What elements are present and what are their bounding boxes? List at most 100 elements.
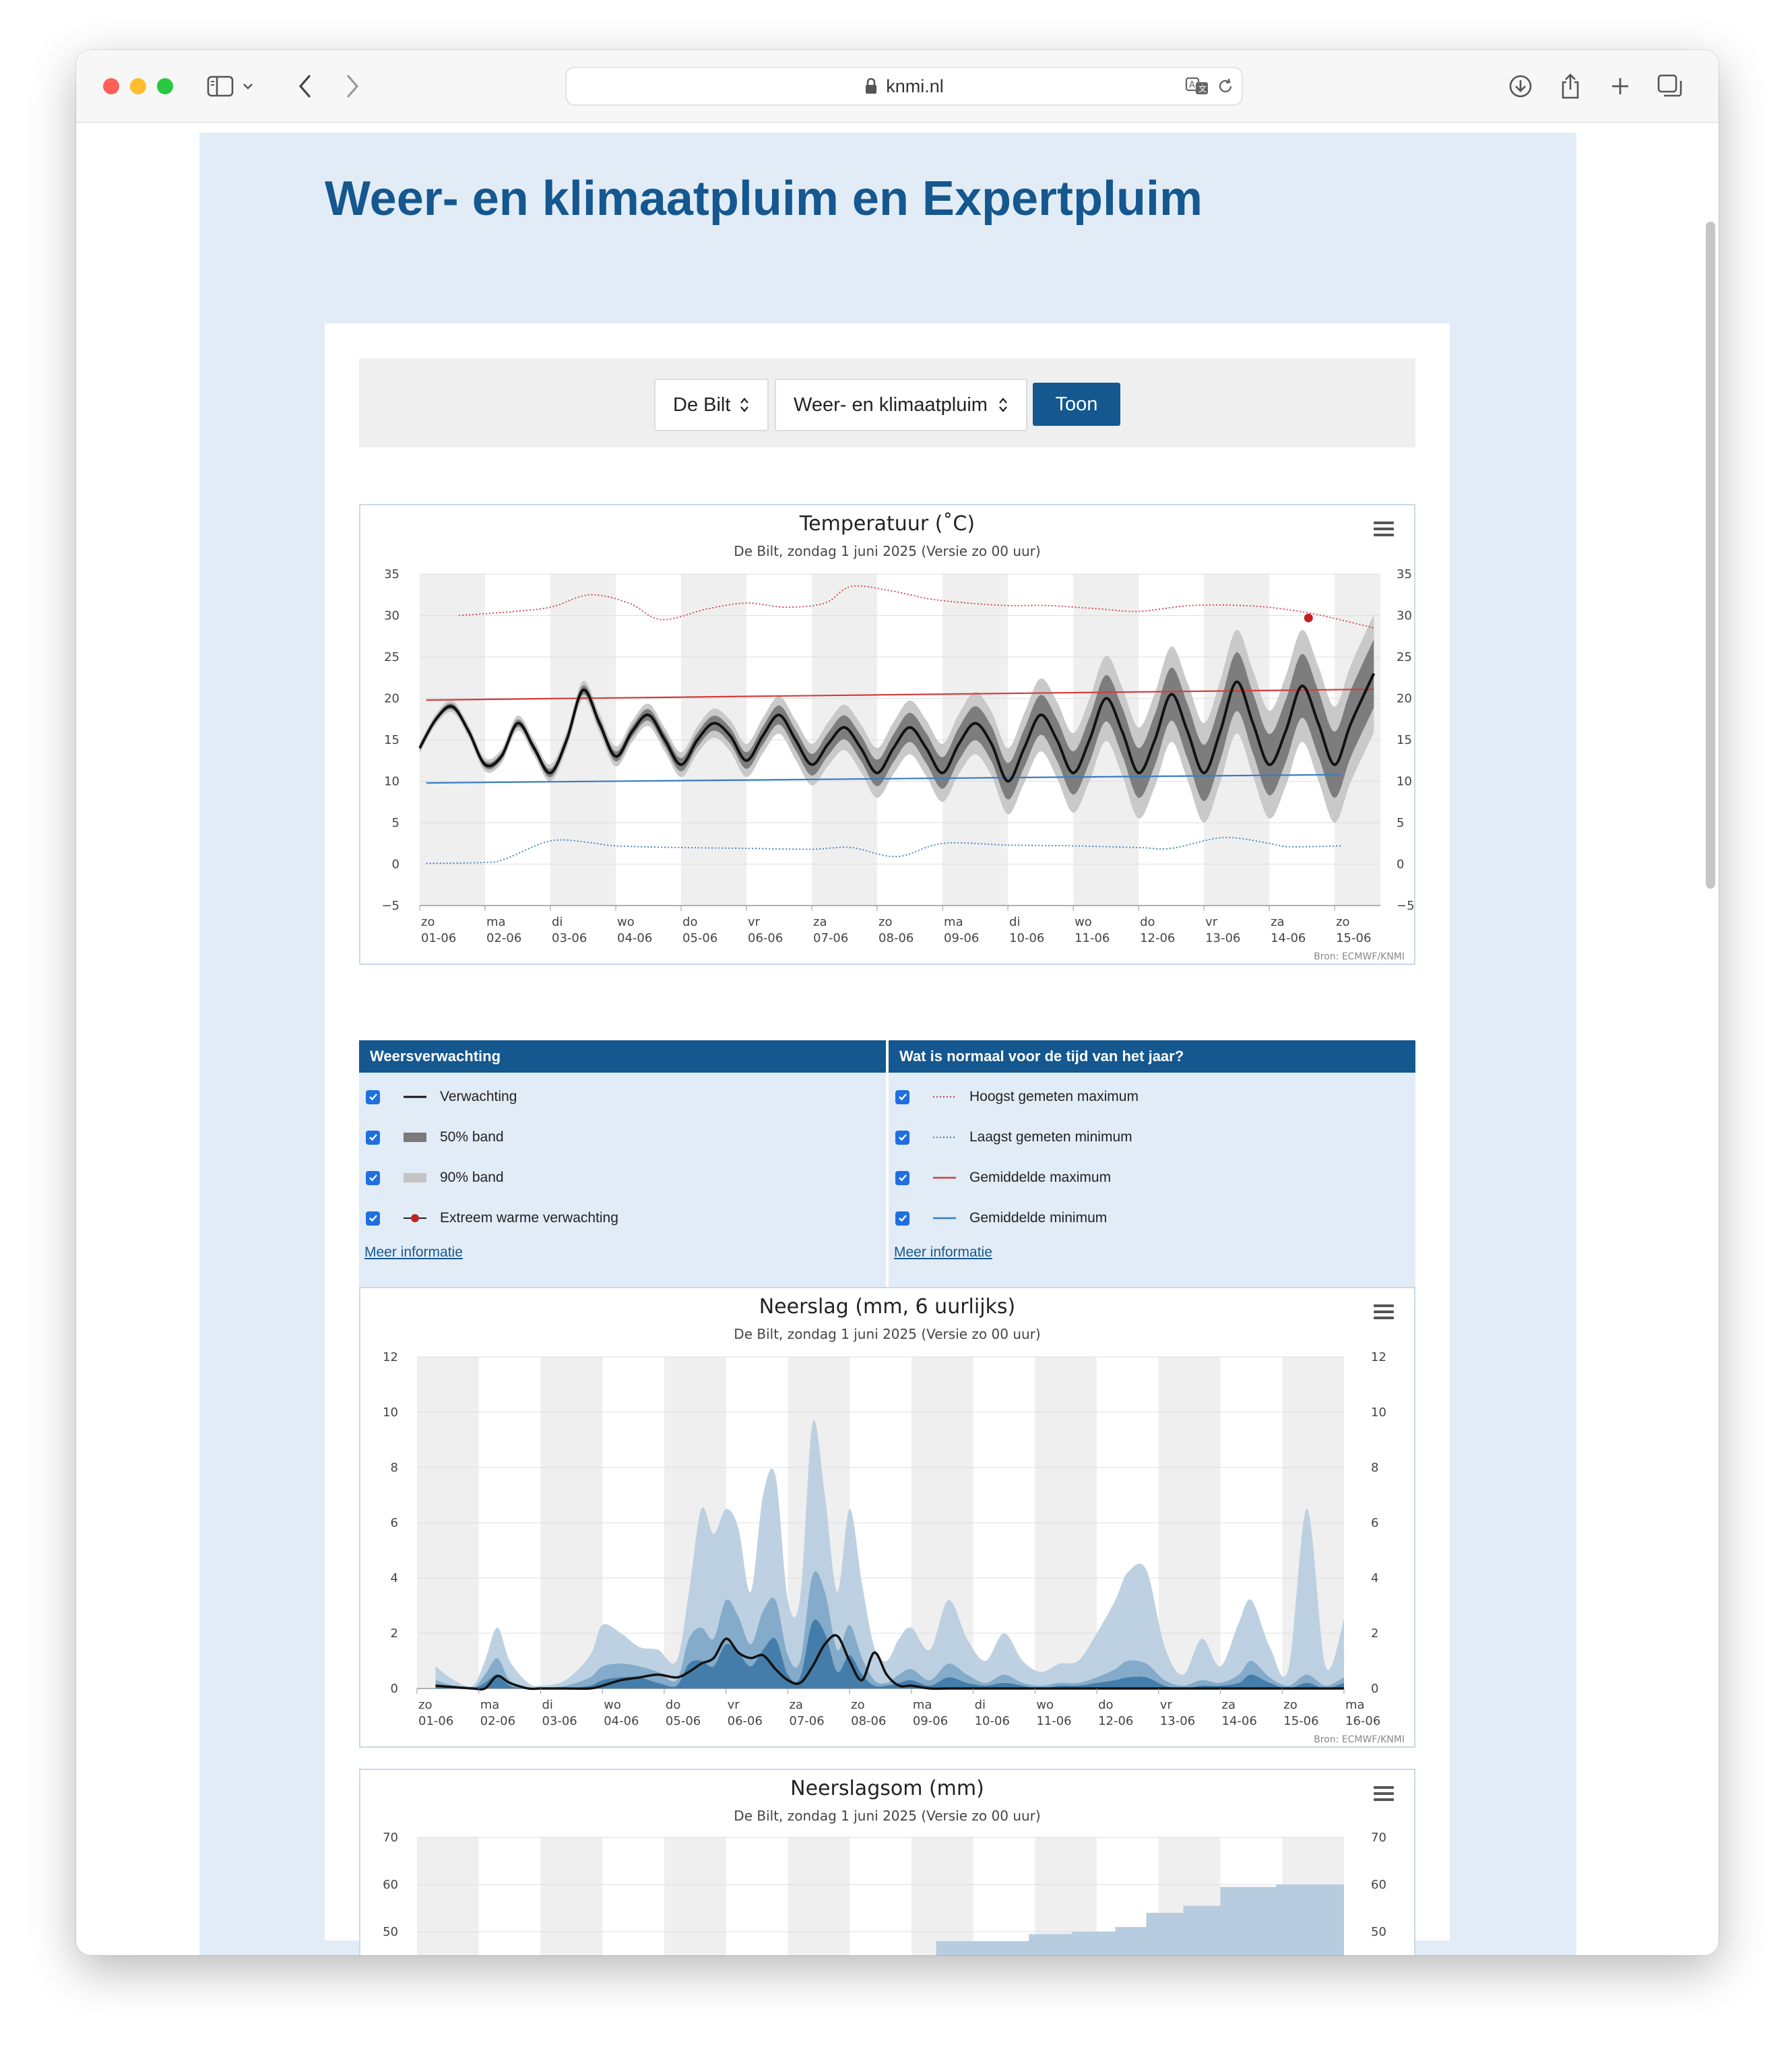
checkbox[interactable]: [366, 1170, 380, 1185]
y-tick-label-right: 8: [1371, 1461, 1378, 1475]
chevron-down-icon[interactable]: [238, 70, 258, 102]
red-dotted-line-icon: [933, 1096, 956, 1098]
x-tick-day: zo: [1283, 1698, 1297, 1712]
area-50: [435, 1619, 1344, 1689]
x-tick-day: ma: [1345, 1698, 1365, 1712]
y-tick-label-right: 70: [1371, 1831, 1386, 1845]
y-tick-label: 10: [384, 775, 399, 789]
x-tick-day: zo: [878, 915, 892, 929]
type-select[interactable]: Weer- en klimaatpluim: [775, 379, 1027, 431]
checkbox[interactable]: [366, 1211, 380, 1226]
y-tick-label: 6: [391, 1516, 398, 1530]
y-tick-label: 25: [384, 650, 399, 664]
share-icon[interactable]: [1554, 70, 1587, 102]
x-tick-day: zo: [1336, 915, 1349, 929]
precipitation-plot: 12 12 10 10 8 8 6 6 4 4 2 2 0 0 zo 01-06 ma 02-06 di 03-06 w…: [383, 1350, 1386, 1728]
x-tick-date: 07-06: [789, 1714, 824, 1728]
x-tick-date: 12-06: [1098, 1714, 1133, 1728]
checkbox[interactable]: [366, 1130, 380, 1145]
series-line: [426, 773, 1341, 784]
blue-dotted-line-icon: [933, 1137, 956, 1138]
legend-forecast-header: Weersverwachting: [359, 1040, 886, 1073]
new-tab-icon[interactable]: [1604, 70, 1636, 102]
series-line: [426, 688, 1374, 701]
checkbox[interactable]: [895, 1170, 909, 1185]
y-tick-label-right: 20: [1397, 692, 1412, 706]
area-90: [435, 1420, 1344, 1688]
forward-icon[interactable]: [336, 70, 369, 102]
toon-button[interactable]: Toon: [1033, 383, 1120, 426]
band-50: [420, 639, 1374, 802]
light-band-icon: [404, 1173, 426, 1182]
checkbox[interactable]: [895, 1211, 909, 1226]
cumulative-plot: 70 70 60 60 50 50: [383, 1831, 1386, 1955]
legend-label: Gemiddelde maximum: [969, 1170, 1112, 1185]
scrollbar-thumb[interactable]: [1706, 222, 1715, 889]
y-tick-label: 8: [391, 1461, 398, 1475]
close-window-button[interactable]: [103, 78, 119, 94]
legend-label: 50% band: [440, 1129, 504, 1145]
y-tick-label: 4: [391, 1571, 398, 1585]
chart-menu-icon[interactable]: [1374, 1304, 1394, 1319]
tab-overview-icon[interactable]: [1654, 70, 1686, 102]
url-text: knmi.nl: [886, 75, 944, 96]
x-tick-date: 04-06: [604, 1714, 639, 1728]
chart-title: Temperatuur (˚C): [799, 512, 975, 536]
x-tick-date: 02-06: [480, 1714, 515, 1728]
chart-menu-icon[interactable]: [1374, 1786, 1394, 1801]
x-tick-day: di: [1009, 915, 1020, 929]
y-tick-label-right: 0: [1371, 1682, 1378, 1696]
x-tick-date: 15-06: [1336, 931, 1371, 945]
x-tick-day: wo: [1075, 915, 1092, 929]
location-select[interactable]: De Bilt: [654, 379, 769, 431]
legend-label: Laagst gemeten minimum: [969, 1129, 1132, 1145]
x-tick-day: di: [552, 915, 563, 929]
chart-subtitle: De Bilt, zondag 1 juni 2025 (Versie zo 0…: [734, 543, 1041, 559]
checkbox[interactable]: [895, 1130, 909, 1145]
maximize-window-button[interactable]: [157, 78, 173, 94]
x-tick-date: 03-06: [552, 931, 587, 945]
x-tick-date: 06-06: [728, 1714, 763, 1728]
extreme-point: [1304, 613, 1313, 623]
y-tick-label: 10: [383, 1405, 398, 1420]
day-stripe: [540, 1837, 603, 1955]
download-icon[interactable]: [1504, 70, 1537, 102]
y-tick-label: 20: [384, 692, 399, 706]
red-line-icon: [933, 1176, 956, 1179]
y-tick-label-right: 60: [1371, 1878, 1386, 1892]
x-tick-date: 11-06: [1036, 1714, 1071, 1728]
sidebar-icon[interactable]: [204, 70, 236, 102]
y-tick-label-right: 0: [1397, 858, 1404, 872]
y-tick-label-right: −5: [1397, 899, 1414, 913]
y-tick-label: 15: [384, 733, 399, 747]
checkbox[interactable]: [366, 1089, 380, 1104]
y-tick-label-right: 15: [1397, 733, 1412, 747]
legend-label: 90% band: [440, 1170, 504, 1185]
y-tick-label: 60: [383, 1878, 398, 1892]
x-tick-date: 03-06: [542, 1714, 577, 1728]
minimize-window-button[interactable]: [130, 78, 146, 94]
chart-menu-icon[interactable]: [1374, 521, 1394, 536]
meer-informatie-link[interactable]: Meer informatie: [364, 1244, 463, 1260]
y-tick-label: 50: [383, 1925, 398, 1939]
x-tick-date: 04-06: [617, 931, 652, 945]
chart-subtitle: De Bilt, zondag 1 juni 2025 (Versie zo 0…: [734, 1326, 1041, 1342]
legend-panel: Weersverwachting Verwachting 50% band 90…: [359, 1040, 1415, 1291]
x-tick-date: 08-06: [878, 931, 914, 945]
x-tick-date: 15-06: [1283, 1714, 1318, 1728]
legend-normal: Wat is normaal voor de tijd van het jaar…: [889, 1040, 1415, 1291]
back-icon[interactable]: [289, 70, 321, 102]
svg-text:文: 文: [1198, 84, 1207, 94]
x-tick-date: 09-06: [913, 1714, 948, 1728]
y-tick-label-right: 50: [1371, 1925, 1386, 1939]
x-tick-day: vr: [1160, 1698, 1173, 1712]
x-tick-day: vr: [728, 1698, 740, 1712]
checkbox[interactable]: [895, 1089, 909, 1104]
x-tick-day: wo: [604, 1698, 621, 1712]
meer-informatie-link[interactable]: Meer informatie: [894, 1244, 992, 1260]
reload-icon[interactable]: [1216, 77, 1235, 96]
y-tick-label-right: 2: [1371, 1626, 1378, 1641]
x-tick-day: do: [666, 1698, 680, 1712]
